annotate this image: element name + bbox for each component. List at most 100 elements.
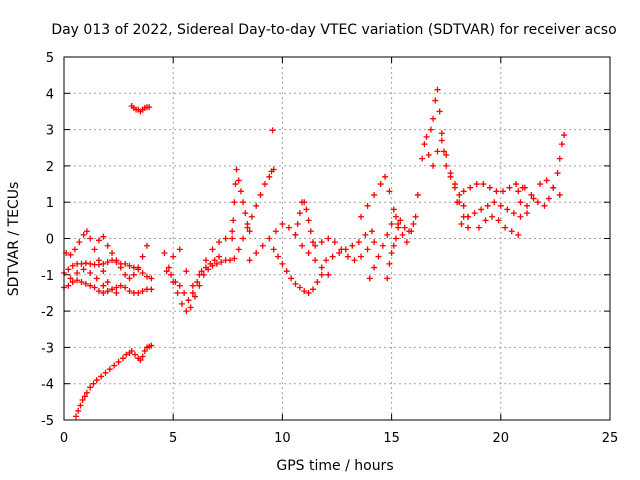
data-point [235, 246, 242, 253]
data-point [90, 380, 97, 387]
series-arc-rise-8-9 [235, 166, 277, 253]
data-point [478, 206, 485, 213]
data-point [209, 246, 216, 253]
data-point [486, 184, 493, 191]
data-point [366, 275, 373, 282]
data-point [554, 170, 561, 177]
series-arc-14-16 [358, 173, 419, 246]
data-point [181, 289, 188, 296]
data-point [244, 224, 251, 231]
data-point [504, 206, 511, 213]
data-point [117, 282, 124, 289]
data-point [323, 257, 330, 264]
data-point [412, 213, 419, 220]
data-point [246, 228, 253, 235]
data-point [438, 137, 445, 144]
data-point [441, 148, 448, 155]
data-point [65, 266, 72, 273]
data-point [312, 257, 319, 264]
data-points [61, 86, 568, 420]
data-point [397, 217, 404, 224]
data-point [379, 242, 386, 249]
data-point [556, 155, 563, 162]
data-point [388, 250, 395, 257]
data-point [229, 228, 236, 235]
chart-title: Day 013 of 2022, Sidereal Day-to-day VTE… [51, 22, 616, 38]
data-point [303, 206, 310, 213]
series-arc-low-descending [73, 342, 155, 420]
data-point [325, 235, 332, 242]
data-point [266, 235, 273, 242]
series-arc-late-18-21 [454, 181, 526, 206]
y-tick-label: 5 [46, 51, 54, 66]
data-point [458, 220, 465, 227]
data-point [185, 297, 192, 304]
data-point [497, 202, 504, 209]
data-point [325, 271, 332, 278]
data-point [510, 210, 517, 217]
data-point [81, 393, 88, 400]
data-point [386, 188, 393, 195]
data-point [80, 266, 87, 273]
data-point [163, 268, 170, 275]
data-point [122, 271, 129, 278]
data-point [371, 191, 378, 198]
data-point [561, 132, 568, 139]
data-point [351, 257, 358, 264]
axis-ticks [63, 56, 611, 421]
data-point [98, 373, 105, 380]
data-point [390, 206, 397, 213]
data-point [515, 231, 522, 238]
data-point [482, 217, 489, 224]
data-point [499, 188, 506, 195]
x-tick-label: 15 [383, 431, 400, 446]
data-point [67, 251, 74, 258]
y-tick-label: 0 [46, 233, 54, 248]
data-point [493, 188, 500, 195]
data-point [299, 242, 306, 249]
data-point [451, 181, 458, 188]
data-point [471, 210, 478, 217]
data-point [207, 260, 214, 267]
data-point [342, 246, 349, 253]
data-point [543, 177, 550, 184]
series-arc-late-18-21-b [458, 199, 531, 227]
data-point [126, 275, 133, 282]
data-point [104, 242, 111, 249]
data-point [294, 220, 301, 227]
series-arc-early-loop-a [63, 228, 120, 296]
data-point [104, 288, 111, 295]
data-point [465, 224, 472, 231]
data-point [454, 199, 461, 206]
data-point [82, 280, 89, 287]
data-point [109, 286, 116, 293]
data-point [384, 275, 391, 282]
data-point [447, 170, 454, 177]
data-point [484, 202, 491, 209]
data-point [491, 199, 498, 206]
series-arc-mid-9-12 [246, 220, 332, 278]
data-point [443, 162, 450, 169]
data-point [301, 288, 308, 295]
data-point [126, 288, 133, 295]
data-point [309, 239, 316, 246]
y-tick-label: 1 [46, 196, 54, 211]
data-point [556, 191, 563, 198]
data-point [368, 228, 375, 235]
data-point [104, 279, 111, 286]
data-point [296, 210, 303, 217]
data-point [87, 235, 94, 242]
data-point [74, 269, 81, 276]
data-point [139, 288, 146, 295]
data-point [419, 155, 426, 162]
data-point [521, 184, 528, 191]
data-point [95, 257, 102, 264]
data-point [216, 253, 223, 260]
data-point [473, 181, 480, 188]
data-point [80, 231, 87, 238]
data-point [143, 273, 150, 280]
data-point [307, 228, 314, 235]
data-point [170, 253, 177, 260]
data-point [196, 282, 203, 289]
data-point [434, 86, 441, 93]
